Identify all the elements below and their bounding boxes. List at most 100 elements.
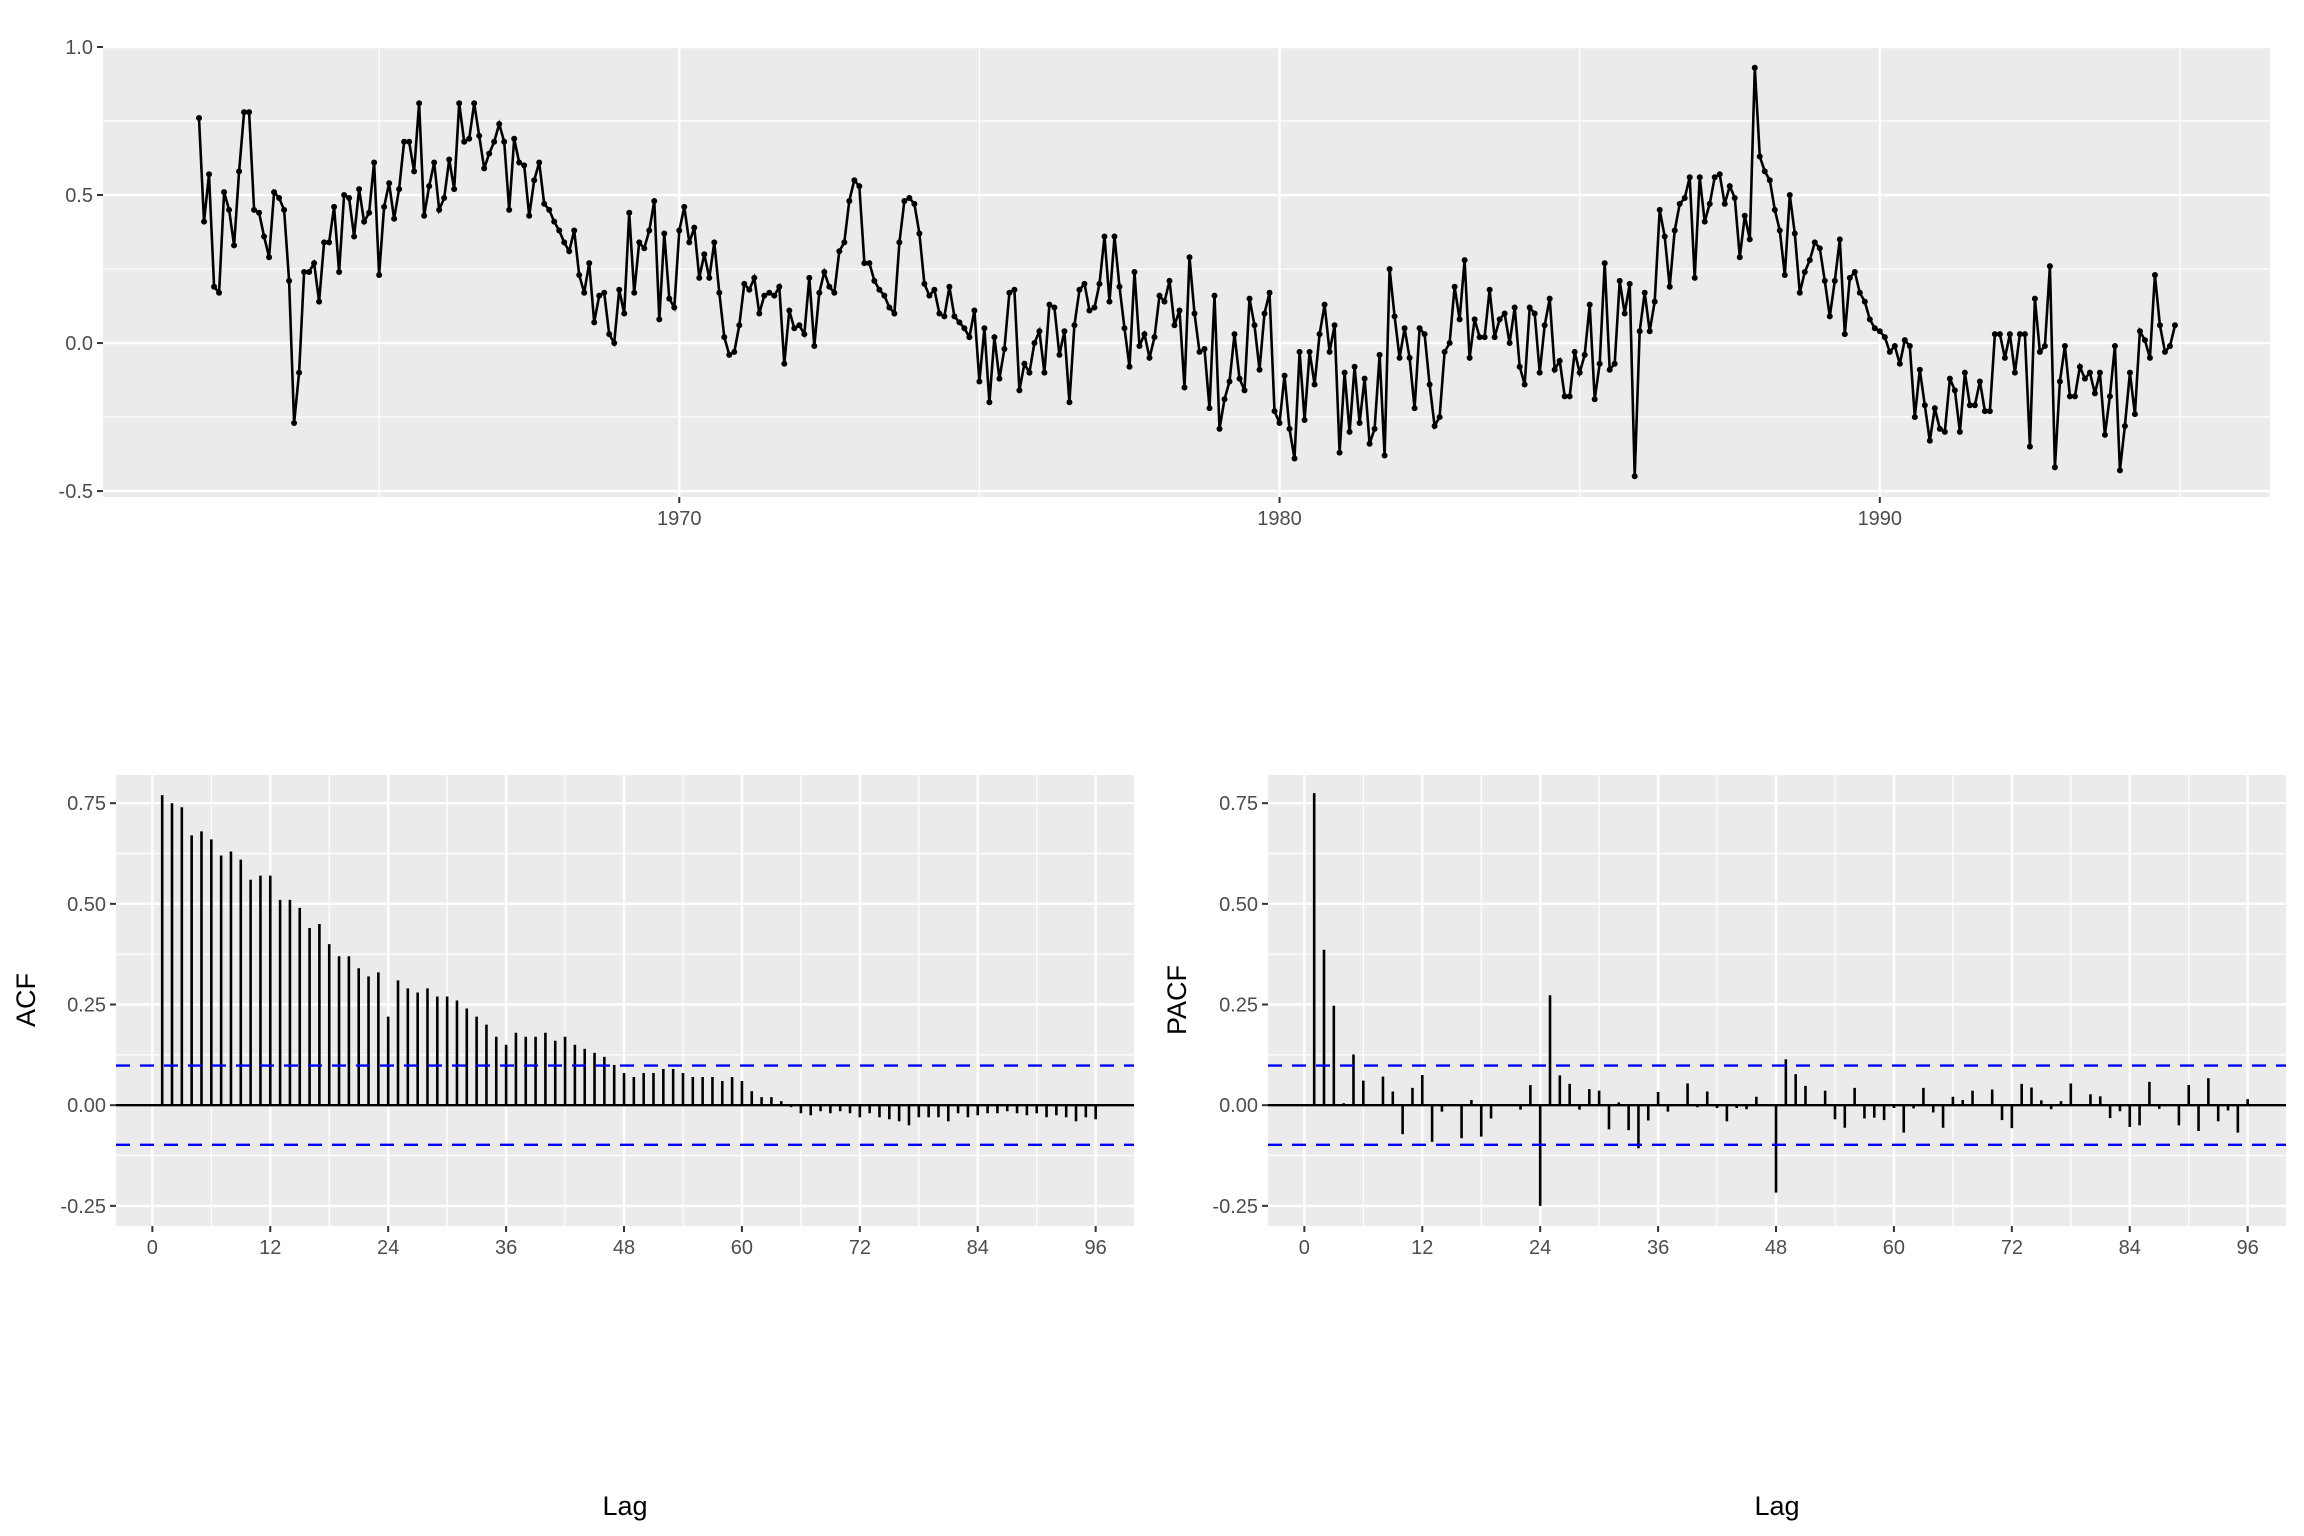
data-point (1401, 325, 1408, 332)
x-tick-label: 72 (849, 1237, 871, 1259)
data-point (696, 274, 703, 281)
data-point (266, 254, 273, 261)
data-point (406, 138, 413, 145)
y-tick-label: 1.0 (65, 37, 93, 59)
data-point (706, 274, 713, 281)
data-point (1711, 174, 1718, 181)
data-point (561, 239, 568, 246)
data-point (1936, 425, 1943, 432)
data-point (1636, 328, 1643, 335)
data-point (246, 109, 253, 116)
data-point (851, 177, 858, 184)
data-point (1086, 307, 1093, 314)
data-point (1176, 307, 1183, 314)
data-point (1166, 277, 1173, 284)
data-point (726, 351, 733, 358)
data-point (2136, 328, 2143, 335)
data-point (351, 233, 358, 240)
data-point (366, 209, 373, 216)
data-point (486, 150, 493, 157)
data-point (896, 239, 903, 246)
data-point (341, 192, 348, 199)
data-point (811, 343, 818, 350)
data-point (1896, 360, 1903, 367)
data-point (1256, 366, 1263, 373)
data-point (196, 115, 203, 122)
x-tick-label: 96 (1085, 1237, 1107, 1259)
data-point (1266, 289, 1273, 296)
data-point (1331, 322, 1338, 329)
data-point (1586, 301, 1593, 308)
data-point (686, 239, 693, 246)
data-point (1521, 381, 1528, 388)
data-point (961, 325, 968, 332)
data-point (971, 307, 978, 314)
data-point (1371, 425, 1378, 432)
data-point (416, 100, 423, 107)
data-point (826, 283, 833, 290)
data-point (1791, 230, 1798, 237)
data-point (436, 206, 443, 213)
data-point (776, 283, 783, 290)
time-series-panel: -0.5 0.0 0.5 1.0 1970 1980 1990 (59, 37, 2270, 530)
data-point (391, 215, 398, 222)
data-point (1431, 422, 1438, 429)
data-point (381, 203, 388, 210)
data-point (286, 277, 293, 284)
data-point (541, 200, 548, 207)
data-point (1451, 283, 1458, 290)
data-point (411, 168, 418, 175)
data-point (1786, 192, 1793, 199)
data-point (1206, 405, 1213, 412)
data-point (2026, 443, 2033, 450)
data-point (1446, 340, 1453, 347)
data-point (546, 206, 553, 213)
data-point (451, 186, 458, 193)
x-tick-label: 48 (1765, 1237, 1787, 1259)
data-point (276, 194, 283, 201)
data-point (591, 319, 598, 326)
data-point (446, 156, 453, 163)
data-point (1201, 345, 1208, 352)
data-point (1056, 351, 1063, 358)
data-point (1286, 425, 1293, 432)
data-point (2166, 343, 2173, 350)
y-tick-label: 0.00 (67, 1095, 106, 1117)
data-point (1241, 387, 1248, 394)
data-point (1311, 381, 1318, 388)
data-point (1626, 280, 1633, 287)
data-point (1376, 351, 1383, 358)
data-point (981, 325, 988, 332)
data-point (551, 218, 558, 225)
data-point (1941, 428, 1948, 435)
x-tick-label: 72 (2001, 1237, 2023, 1259)
data-point (2121, 422, 2128, 429)
data-point (1026, 369, 1033, 376)
data-point (606, 331, 613, 338)
data-point (821, 269, 828, 275)
data-point (1666, 283, 1673, 290)
data-point (1686, 174, 1693, 181)
data-point (1396, 354, 1403, 361)
data-point (1841, 331, 1848, 338)
data-point (781, 360, 788, 367)
data-point (1576, 369, 1583, 376)
data-point (2106, 393, 2113, 400)
data-point (1476, 334, 1483, 341)
data-point (296, 369, 303, 376)
data-point (2086, 369, 2093, 376)
data-point (1346, 428, 1353, 435)
data-point (1156, 292, 1163, 299)
data-point (1886, 348, 1893, 355)
data-point (1411, 405, 1418, 412)
data-point (2091, 390, 2098, 397)
data-point (1531, 310, 1538, 317)
data-point (2126, 369, 2133, 376)
data-point (1986, 408, 1993, 415)
data-point (226, 206, 233, 213)
data-point (1926, 437, 1933, 444)
data-point (361, 218, 368, 225)
data-point (1106, 298, 1113, 305)
data-point (2096, 369, 2103, 376)
data-point (751, 274, 758, 281)
